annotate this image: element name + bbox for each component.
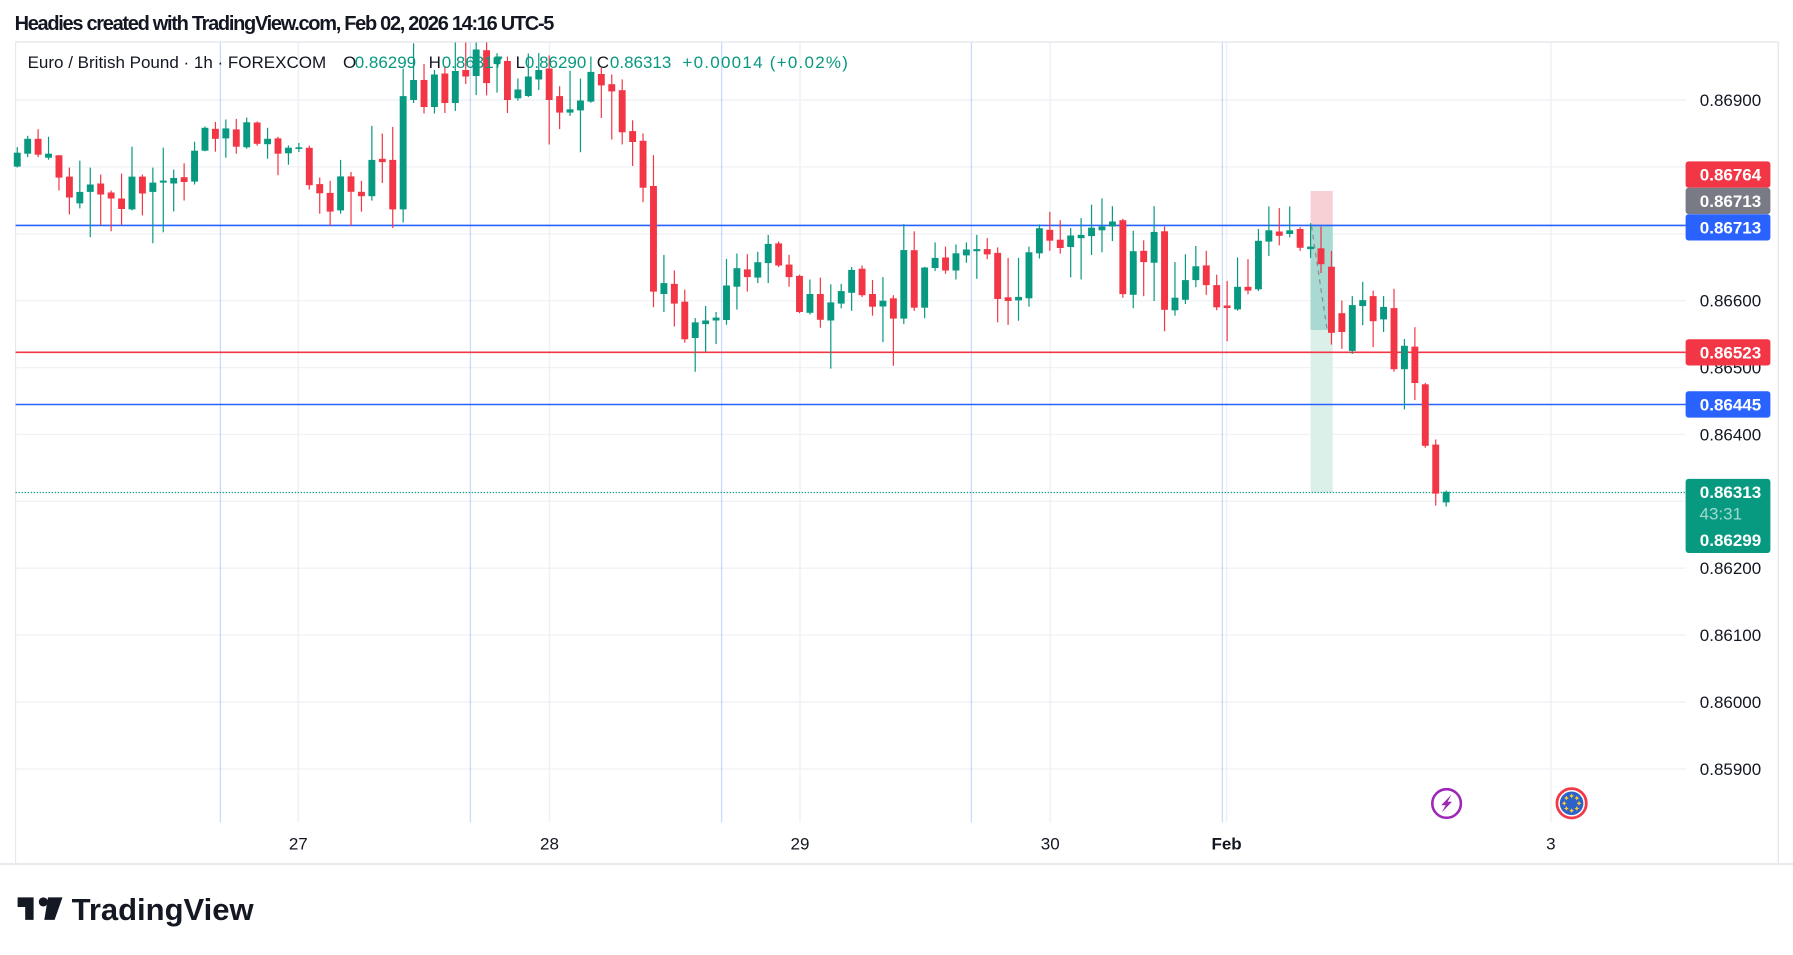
- svg-text:30: 30: [1041, 835, 1060, 854]
- svg-text:0.86900: 0.86900: [1700, 91, 1761, 110]
- svg-text:0.86299: 0.86299: [1700, 531, 1761, 550]
- svg-text:3: 3: [1546, 835, 1555, 854]
- svg-text:0.86313: 0.86313: [610, 53, 671, 72]
- svg-text:28: 28: [540, 835, 559, 854]
- svg-text:O: O: [343, 53, 356, 72]
- svg-text:Euro / British Pound · 1h · FO: Euro / British Pound · 1h · FOREXCOM: [28, 53, 327, 72]
- svg-text:0.86200: 0.86200: [1700, 559, 1761, 578]
- svg-text:27: 27: [289, 835, 308, 854]
- svg-text:0.85900: 0.85900: [1700, 760, 1761, 779]
- svg-text:L: L: [516, 53, 525, 72]
- svg-text:0.86600: 0.86600: [1700, 292, 1761, 311]
- svg-text:43:31: 43:31: [1700, 504, 1743, 523]
- svg-text:0.86445: 0.86445: [1700, 396, 1761, 415]
- svg-text:Headies created with TradingVi: Headies created with TradingView.com, Fe…: [15, 13, 555, 35]
- svg-text:0.86713: 0.86713: [1700, 192, 1761, 211]
- svg-text:29: 29: [791, 835, 810, 854]
- svg-text:0.86290: 0.86290: [525, 53, 586, 72]
- svg-text:0.86313: 0.86313: [1700, 483, 1761, 502]
- svg-text:0.86713: 0.86713: [1700, 218, 1761, 237]
- svg-text:0.86299: 0.86299: [355, 53, 416, 72]
- svg-text:H: H: [429, 53, 441, 72]
- svg-text:TradingView: TradingView: [72, 892, 255, 927]
- svg-text:0.86100: 0.86100: [1700, 626, 1761, 645]
- svg-text:C: C: [597, 53, 609, 72]
- svg-text:0.86317: 0.86317: [442, 53, 503, 72]
- svg-text:0.86000: 0.86000: [1700, 693, 1761, 712]
- svg-text:0.86400: 0.86400: [1700, 425, 1761, 444]
- svg-text:+0.00014 (+0.02%): +0.00014 (+0.02%): [682, 53, 849, 72]
- svg-text:0.86523: 0.86523: [1700, 343, 1761, 362]
- svg-text:Feb: Feb: [1211, 835, 1241, 854]
- svg-text:0.86764: 0.86764: [1700, 166, 1762, 185]
